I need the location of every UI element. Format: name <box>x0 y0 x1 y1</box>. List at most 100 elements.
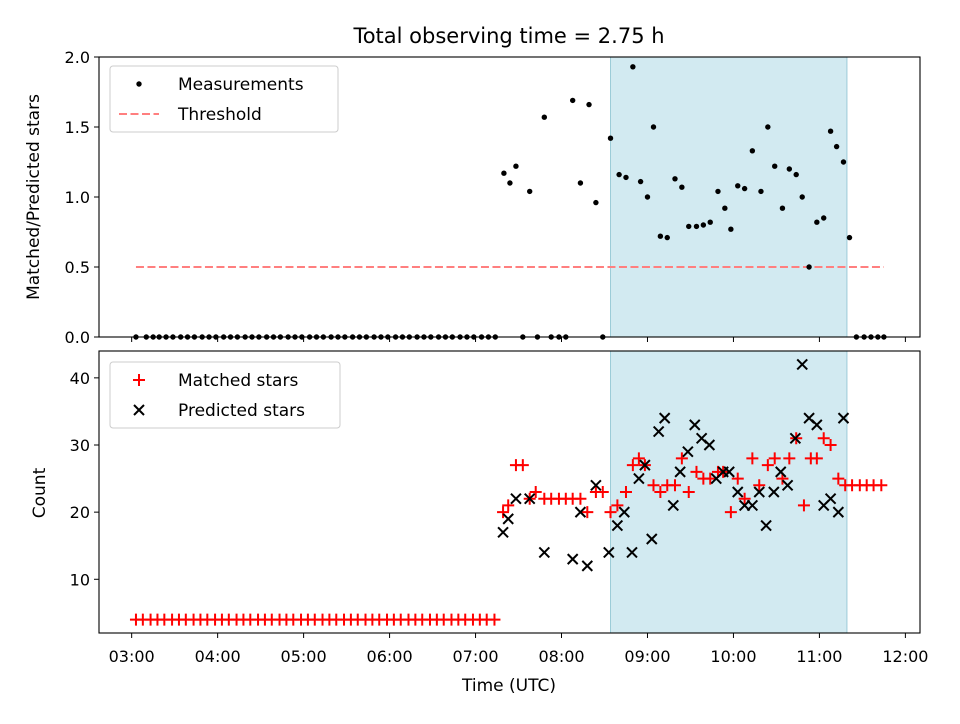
y-tick-label: 20 <box>70 503 90 522</box>
matched-stars-point <box>581 506 594 519</box>
measurements-point <box>840 159 847 165</box>
x-tick-label: 04:00 <box>195 647 241 666</box>
predicted-stars-point <box>824 493 837 505</box>
predicted-stars-point <box>837 412 850 424</box>
measurements-point <box>686 223 692 230</box>
measurements-point <box>741 185 748 192</box>
matched-stars-point <box>626 459 639 472</box>
predicted-stars-point <box>775 466 787 478</box>
predicted-stars-point <box>626 546 638 559</box>
measurements-point <box>577 180 584 186</box>
measurements-point <box>501 170 507 176</box>
predicted-stars-point <box>667 499 679 512</box>
measurements-point <box>586 101 592 108</box>
plot-frame <box>98 350 921 634</box>
predicted-stars-point <box>723 466 735 478</box>
x-tick-label: 07:00 <box>452 647 498 666</box>
matched-stars-point <box>746 452 759 465</box>
predicted-stars-point <box>652 425 665 438</box>
matched-stars-point <box>668 479 681 492</box>
measurements-point <box>657 233 664 239</box>
legend-marker-matched <box>133 374 145 386</box>
matched-stars-point <box>761 459 774 472</box>
x-axis-label: Time (UTC) <box>461 676 556 696</box>
matched-stars-point <box>875 479 888 492</box>
y-tick-label: 1.0 <box>65 188 90 207</box>
matched-stars-point <box>619 486 632 498</box>
measurements-point <box>672 176 678 182</box>
predicted-stars-point <box>832 506 845 518</box>
measurements-point <box>623 174 629 181</box>
predicted-stars-point <box>646 533 658 545</box>
matched-stars-point <box>832 472 845 485</box>
legend-label-measurements: Measurements <box>178 75 304 95</box>
predicted-stars-point <box>566 553 579 565</box>
matched-stars-point <box>704 472 717 485</box>
matched-stars-point <box>632 452 645 465</box>
measurements-point <box>772 163 778 169</box>
measurements-point <box>541 114 548 120</box>
measurements-point <box>814 219 820 225</box>
measurements-point <box>722 205 728 211</box>
predicted-stars-point <box>682 446 694 458</box>
measurements-point <box>700 222 707 228</box>
matched-stars-point <box>675 452 688 465</box>
predicted-stars-point <box>760 519 772 532</box>
measurements-point <box>793 171 799 178</box>
legend-box <box>109 361 341 429</box>
predicted-stars-point <box>590 479 602 491</box>
matched-stars-point <box>502 499 515 512</box>
measurements-point <box>707 219 713 225</box>
y-tick-label: 30 <box>70 436 90 455</box>
matched-stars-point <box>824 439 837 451</box>
matched-stars-point <box>497 506 510 519</box>
measurements-point <box>786 166 793 172</box>
measurements-point <box>664 234 670 241</box>
legend-top: Measurements Threshold <box>109 65 339 133</box>
measurements-point <box>607 135 614 141</box>
matched-stars-point <box>516 459 529 472</box>
matched-stars-point <box>724 506 737 519</box>
predicted-stars-point <box>674 466 686 478</box>
matched-stars-point <box>690 465 703 478</box>
y-tick-label: 0.0 <box>65 328 90 347</box>
measurements-point <box>593 199 599 206</box>
predicted-stars-point <box>618 506 630 518</box>
predicted-stars-point <box>796 358 808 371</box>
x-tick-label: 11:00 <box>796 647 842 666</box>
predicted-stars-point <box>523 493 536 505</box>
measurements-point <box>833 143 840 150</box>
x-tick-label: 08:00 <box>538 647 584 666</box>
observing-window-shade <box>610 350 848 634</box>
measurements-point <box>527 188 533 195</box>
predicted-stars-point <box>811 419 823 431</box>
predicted-stars-point <box>703 439 716 451</box>
x-tick-label: 12:00 <box>882 647 928 666</box>
plot-frame <box>98 56 921 338</box>
measurements-point <box>693 223 700 230</box>
measurements-point <box>644 194 651 200</box>
legend-bottom: Matched stars Predicted stars <box>109 361 341 429</box>
legend-box <box>109 65 339 133</box>
matched-stars-point <box>817 432 830 445</box>
matched-stars-point <box>783 452 796 465</box>
y-axis-label-top: Matched/Predicted stars <box>24 94 44 300</box>
predicted-stars-point <box>658 412 671 424</box>
measurements-point <box>799 194 805 200</box>
matched-stars-point <box>596 486 609 498</box>
matched-stars-point <box>810 452 823 465</box>
measurements-point <box>821 215 827 221</box>
matched-stars-point <box>654 486 667 498</box>
legend-marker-predicted <box>133 404 145 416</box>
x-tick-label: 05:00 <box>281 647 327 666</box>
measurements-point <box>650 124 657 130</box>
predicted-stars-point <box>510 493 522 505</box>
matched-stars-point <box>797 499 810 512</box>
measurements-point <box>715 188 721 195</box>
predicted-stars-point <box>603 546 615 559</box>
x-tick-label: 10:00 <box>710 647 756 666</box>
predicted-stars-point <box>689 419 701 431</box>
legend-label-predicted: Predicted stars <box>178 401 305 421</box>
predicted-stars-point <box>611 519 624 532</box>
